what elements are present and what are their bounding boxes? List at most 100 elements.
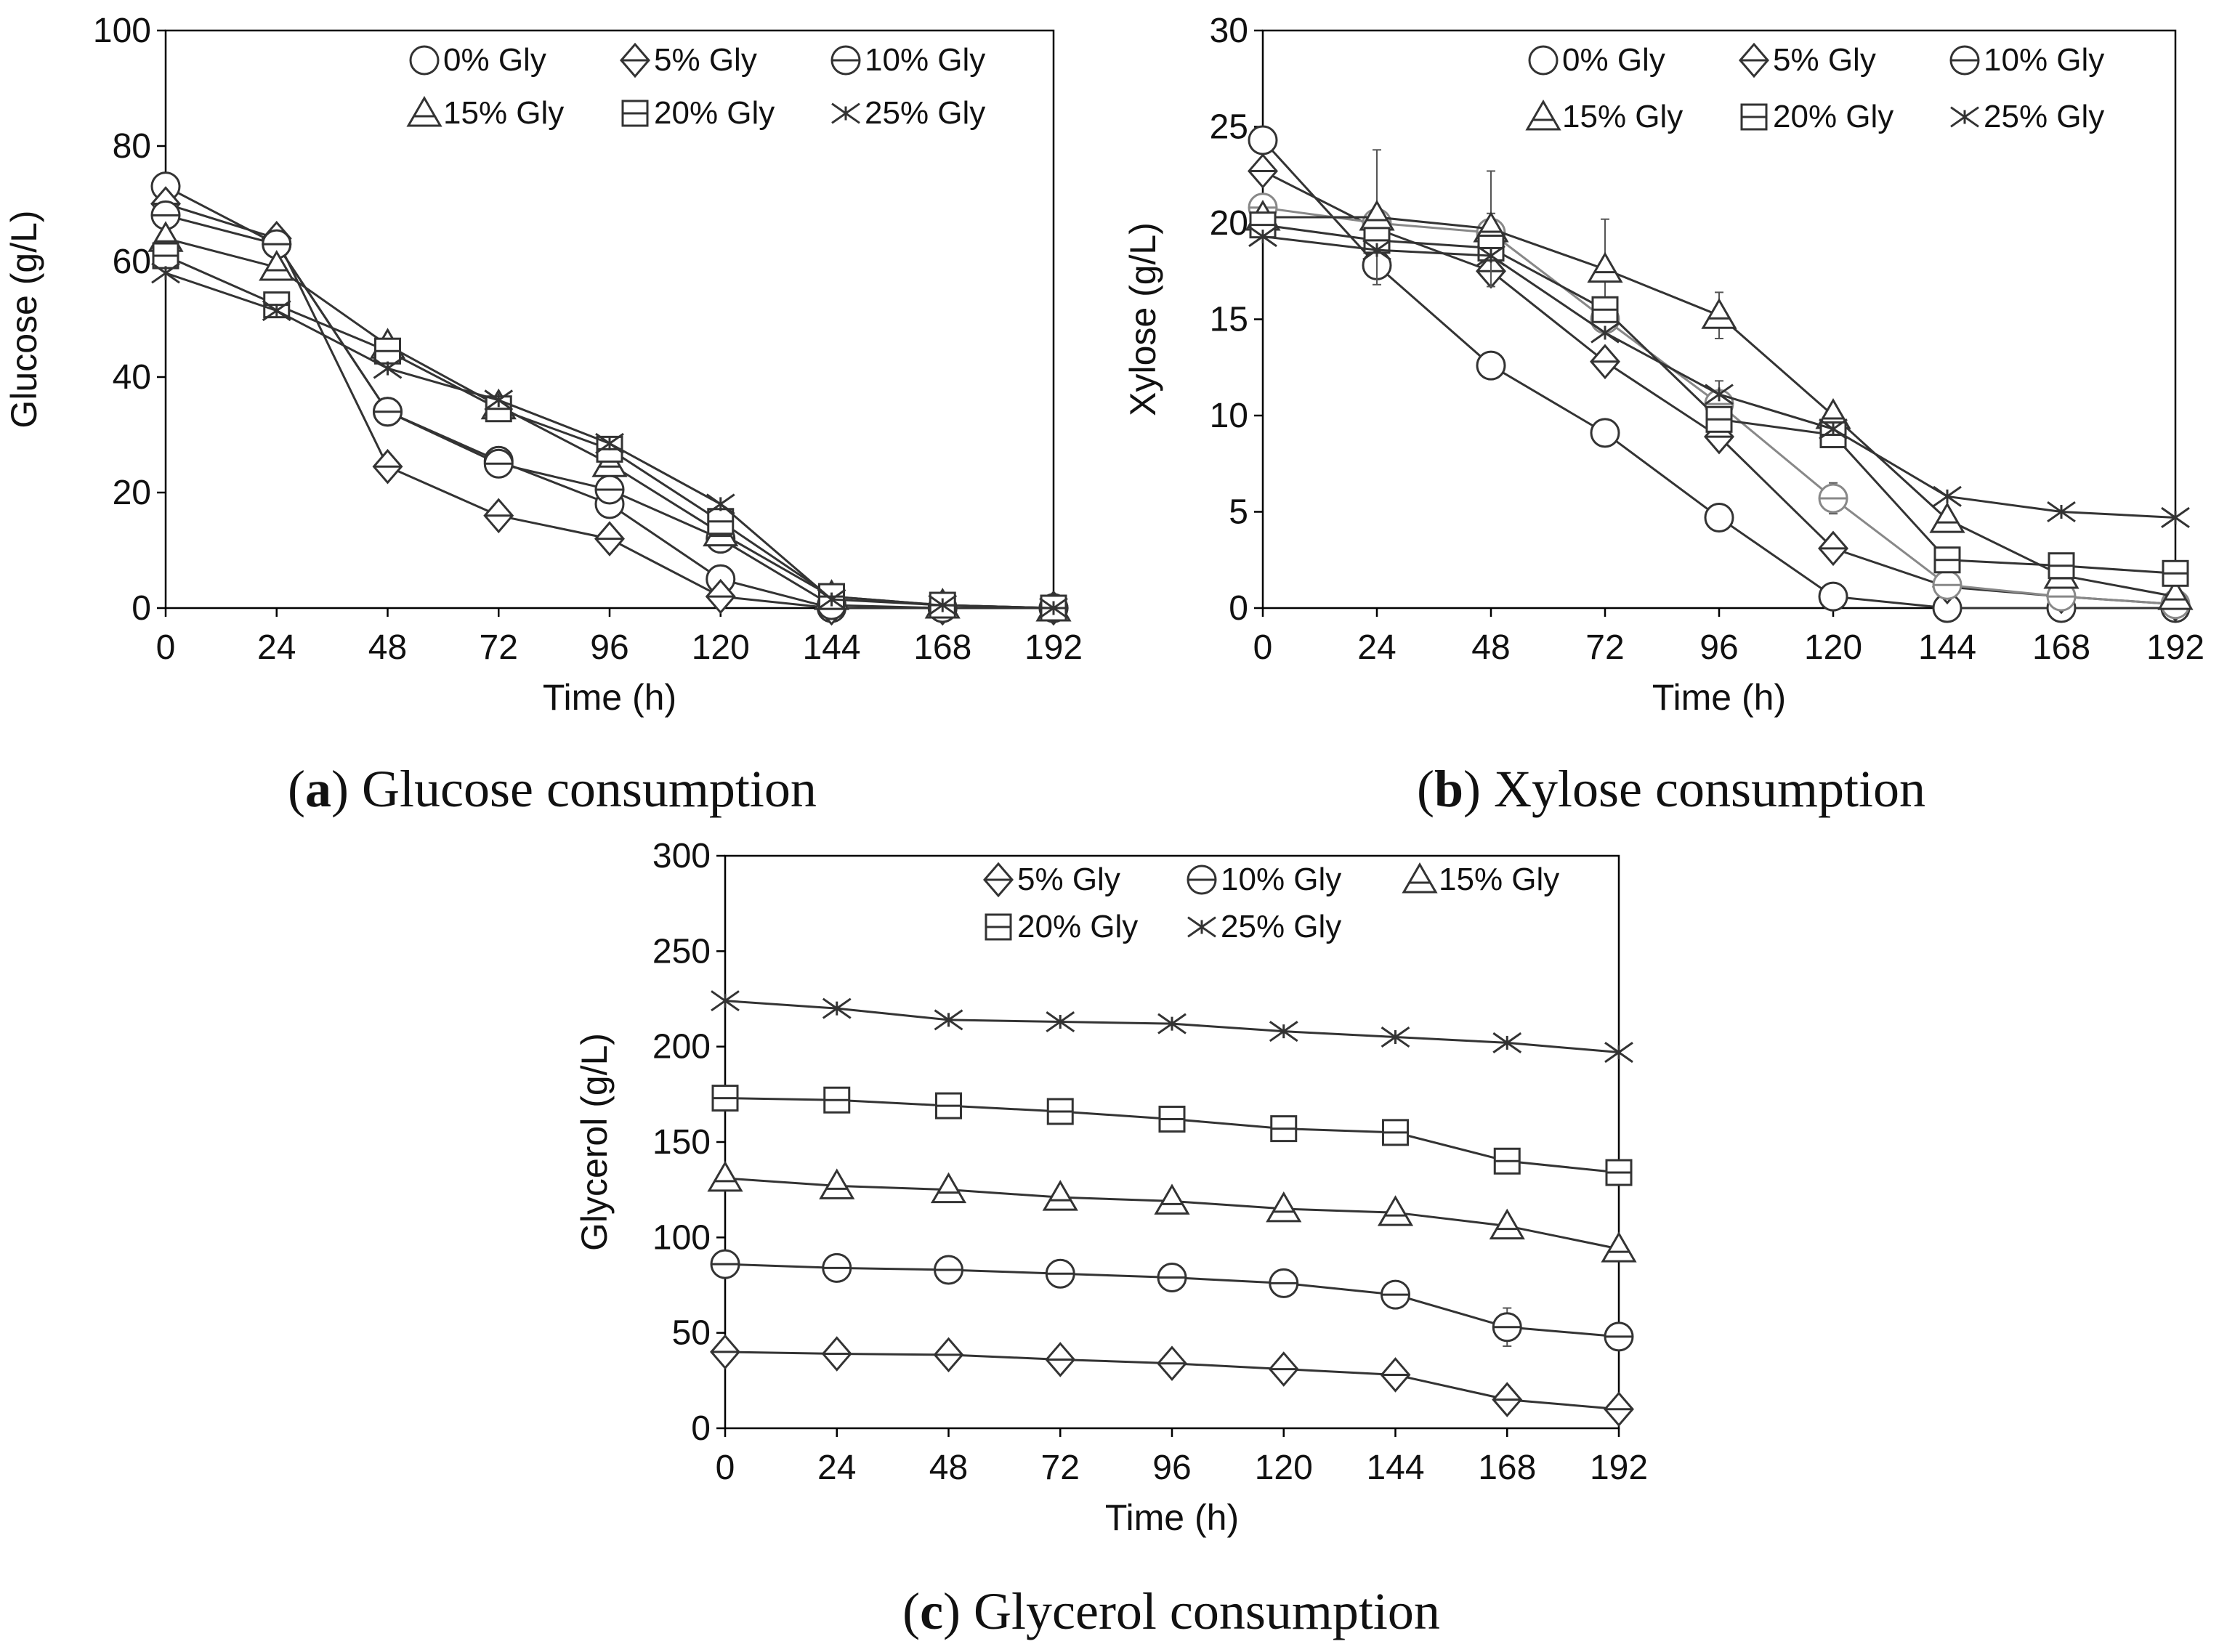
caption-b: (b) Xylose consumption xyxy=(1417,760,1925,818)
x-tick-label: 192 xyxy=(2146,628,2204,667)
legend-item: 20% Gly xyxy=(985,909,1138,944)
legend-marker xyxy=(1739,42,1769,78)
legend-item: 5% Gly xyxy=(620,42,757,78)
x-tick-label: 144 xyxy=(1918,628,1976,667)
y-tick-label: 100 xyxy=(93,12,151,50)
data-point xyxy=(1248,125,1278,155)
data-point xyxy=(374,337,401,365)
y-tick-label: 80 xyxy=(113,127,151,166)
data-point xyxy=(1158,1105,1186,1133)
data-point xyxy=(1929,502,1965,533)
data-point xyxy=(1705,384,1734,405)
y-tick-label: 25 xyxy=(1210,108,1248,147)
x-tick-label: 48 xyxy=(368,628,407,667)
data-point xyxy=(1818,530,1848,567)
legend-item: 20% Gly xyxy=(1740,99,1893,134)
data-point xyxy=(1248,226,1277,248)
x-tick-label: 72 xyxy=(1585,628,1624,667)
legend-item: 25% Gly xyxy=(831,95,985,131)
x-tick-label: 96 xyxy=(1699,628,1738,667)
legend-label: 25% Gly xyxy=(1221,909,1341,944)
legend-item: 0% Gly xyxy=(1528,42,1665,78)
data-point xyxy=(2161,506,2190,528)
series-25-gly xyxy=(1248,226,2190,528)
y-tick-label: 250 xyxy=(652,932,711,971)
chart-panel-c: 0 50 100 150 200 250 300 0 24 48 72 96 120 144 168 192 T… xyxy=(574,837,1648,1538)
legend: 0% Gly 5% Gly 10% Gly 15% Gly 20% Gly 25% Gly xyxy=(1525,42,2104,134)
legend-label: 10% Gly xyxy=(1221,862,1341,897)
data-point xyxy=(1266,1191,1302,1223)
data-point xyxy=(1492,1312,1522,1343)
data-point xyxy=(595,432,624,454)
data-point xyxy=(1157,1013,1187,1034)
x-tick-label: 120 xyxy=(692,628,750,667)
x-tick-label: 168 xyxy=(2032,628,2090,667)
data-point xyxy=(1492,1032,1522,1053)
legend-label: 5% Gly xyxy=(654,42,757,78)
legend-marker xyxy=(620,42,650,78)
data-point xyxy=(1248,153,1278,189)
legend-label: 0% Gly xyxy=(443,42,546,78)
legend-label: 10% Gly xyxy=(1984,42,2104,78)
data-point xyxy=(1476,245,1505,267)
legend-item: 10% Gly xyxy=(1187,862,1341,897)
data-point xyxy=(483,498,514,534)
x-tick-label: 168 xyxy=(1478,1449,1536,1487)
legend-label: 5% Gly xyxy=(1773,42,1876,78)
y-tick-label: 40 xyxy=(113,358,151,397)
caption-text: ) Glucose consumption xyxy=(331,760,817,818)
data-point xyxy=(928,594,958,616)
data-point xyxy=(822,997,852,1019)
data-point xyxy=(710,1249,740,1279)
x-tick-label: 0 xyxy=(156,628,176,667)
legend-item: 5% Gly xyxy=(1739,42,1876,78)
data-point xyxy=(1601,1231,1637,1263)
data-point xyxy=(594,474,625,505)
data-point xyxy=(1382,1119,1409,1146)
series-25-gly xyxy=(711,990,1633,1064)
y-tick-label: 30 xyxy=(1210,12,1248,50)
caption-paren: ( xyxy=(288,760,305,818)
x-tick-label: 168 xyxy=(913,628,971,667)
data-point xyxy=(1268,1351,1299,1387)
x-tick-label: 120 xyxy=(1255,1449,1313,1487)
data-point xyxy=(817,588,846,610)
data-point xyxy=(935,1092,962,1119)
legend-item: 25% Gly xyxy=(1950,99,2104,134)
data-point xyxy=(1704,502,1734,533)
data-point xyxy=(934,1009,963,1031)
y-tick-label: 20 xyxy=(113,474,151,512)
x-tick-label: 96 xyxy=(1152,1449,1191,1487)
chart-panel-a: 0 20 40 60 80 100 0 24 48 72 96 120 144 168 192 Time (h… xyxy=(4,12,1083,718)
legend-label: 15% Gly xyxy=(443,95,564,131)
caption-letter: a xyxy=(305,760,331,818)
data-point xyxy=(484,389,514,411)
series-25-gly xyxy=(151,262,1068,619)
series-line xyxy=(1262,235,2176,519)
legend-label: 25% Gly xyxy=(1984,99,2104,134)
data-point xyxy=(1591,296,1619,323)
x-tick-label: 72 xyxy=(480,628,518,667)
y-tick-label: 0 xyxy=(691,1409,711,1448)
legend-label: 0% Gly xyxy=(1562,42,1665,78)
data-point xyxy=(1591,322,1620,344)
legend-item: 10% Gly xyxy=(830,42,985,78)
y-tick-label: 200 xyxy=(652,1028,711,1066)
data-point xyxy=(2162,559,2189,587)
legend-marker xyxy=(1740,103,1768,131)
x-tick-label: 192 xyxy=(1024,628,1083,667)
legend-label: 15% Gly xyxy=(1439,862,1559,897)
legend-item: 25% Gly xyxy=(1187,909,1341,944)
data-point xyxy=(1604,1042,1633,1064)
legend-marker xyxy=(406,96,442,127)
data-point xyxy=(1269,1021,1298,1042)
legend-item: 0% Gly xyxy=(409,42,546,78)
data-point xyxy=(2157,579,2194,610)
y-axis-title: Glycerol (g/L) xyxy=(574,1033,615,1251)
legend-item: 15% Gly xyxy=(1402,862,1559,897)
legend-marker xyxy=(1949,45,1980,76)
data-point xyxy=(151,262,180,284)
data-point xyxy=(1380,1357,1411,1393)
x-axis-title: Time (h) xyxy=(543,677,676,718)
x-tick-label: 48 xyxy=(929,1449,968,1487)
